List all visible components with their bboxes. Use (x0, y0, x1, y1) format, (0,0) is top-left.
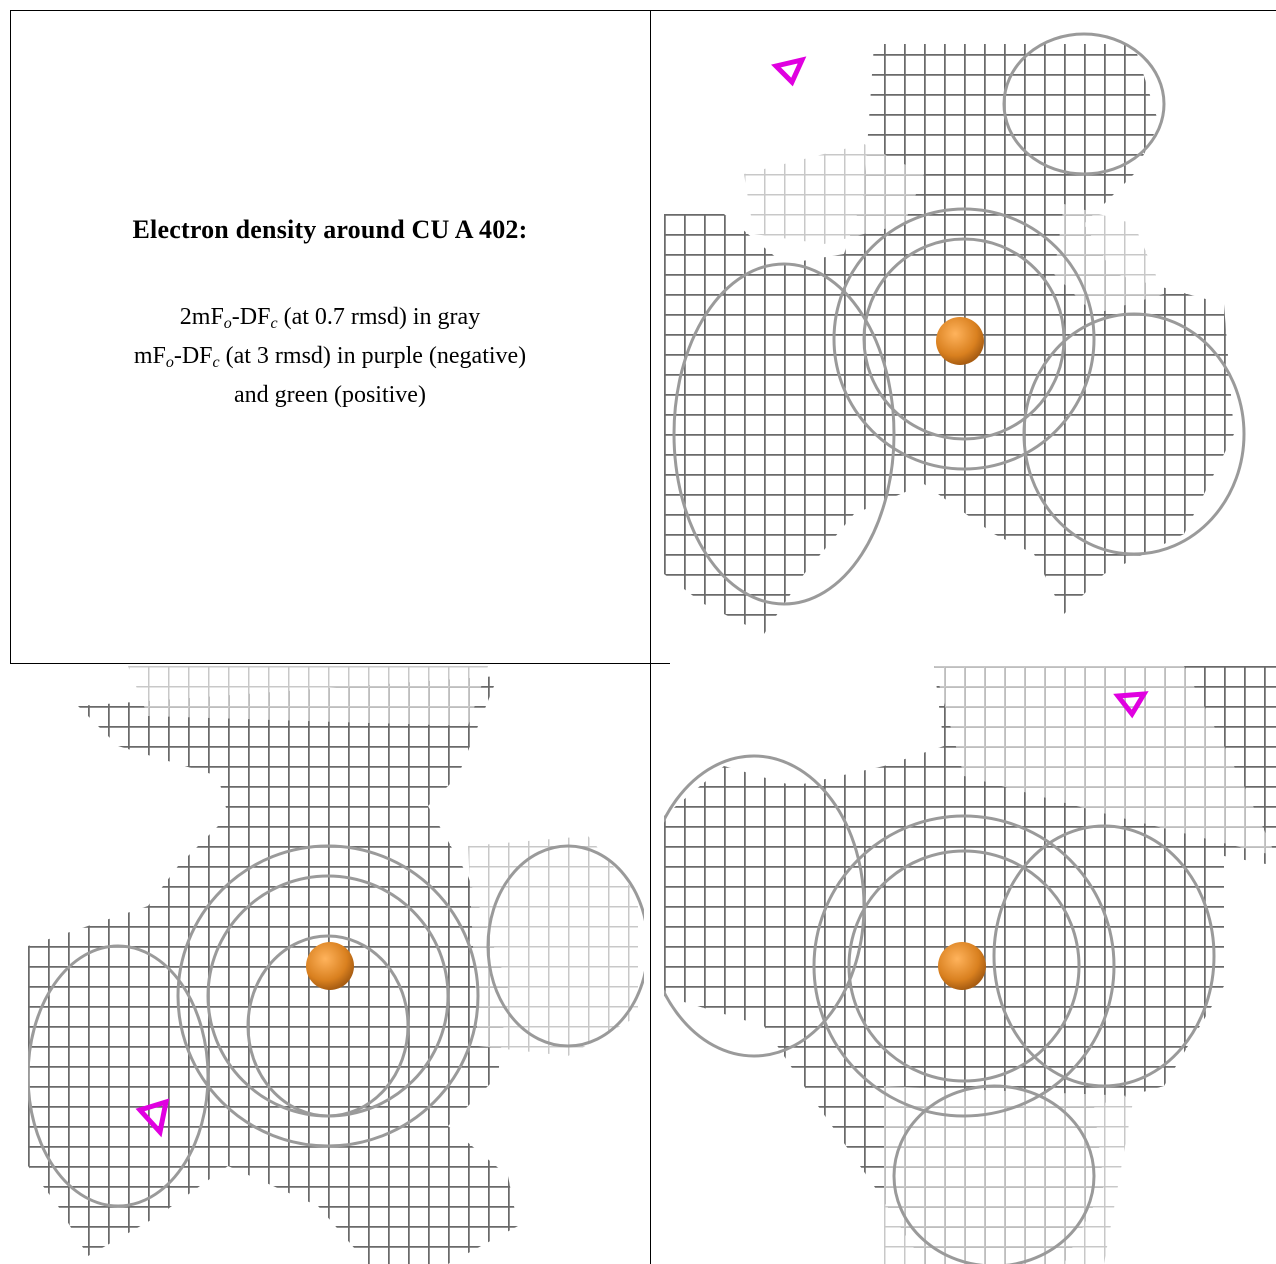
density-panel-top-right (664, 14, 1276, 654)
electron-density-mesh (884, 1086, 1134, 1264)
legend-line-difference: mFo-DFc (at 3 rmsd) in purple (negative) (133, 343, 527, 371)
electron-density-mesh (744, 144, 924, 244)
negative-density-marker-icon (135, 1098, 170, 1138)
negative-density-marker-icon (1113, 691, 1149, 719)
caption-cell: Electron density around CU A 402: 2mFo-D… (10, 10, 650, 664)
center-divider (650, 10, 651, 1264)
legend-line-positive: and green (positive) (234, 382, 426, 408)
negative-density-marker-icon (771, 56, 807, 87)
caption-legend: 2mFo-DFc (at 0.7 rmsd) in gray mFo-DFc (… (134, 301, 526, 411)
density-panel-bottom-right (664, 666, 1276, 1264)
electron-density-mesh (468, 836, 638, 1056)
electron-density-mesh (28, 676, 518, 1264)
electron-density-mesh (128, 666, 488, 726)
copper-atom-sphere-icon (938, 942, 986, 990)
row-divider (10, 663, 670, 664)
copper-atom-sphere-icon (306, 942, 354, 990)
left-border (10, 10, 11, 664)
caption-title: Electron density around CU A 402: (132, 215, 528, 244)
legend-line-gray: 2mFo-DFc (at 0.7 rmsd) in gray (179, 304, 481, 332)
density-panel-bottom-left (28, 666, 644, 1264)
top-border (10, 10, 1276, 11)
electron-density-mesh (934, 666, 1276, 856)
copper-atom-sphere-icon (936, 317, 984, 365)
figure-frame (10, 10, 1276, 1264)
